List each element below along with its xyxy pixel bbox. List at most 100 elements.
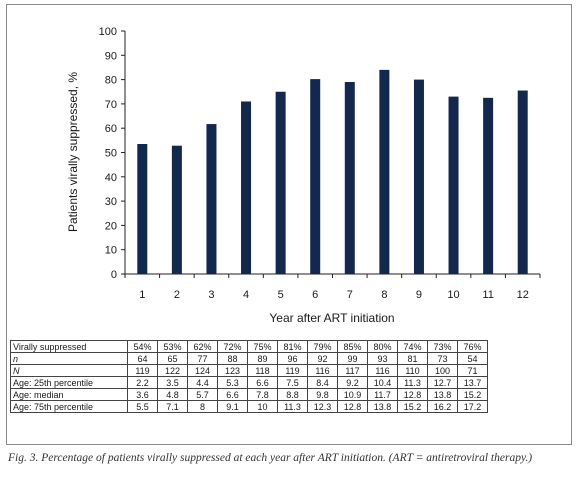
x-tick-label: 10 <box>447 289 459 301</box>
table-cell: 54 <box>457 352 488 365</box>
table-cell: 10 <box>247 400 278 413</box>
table-cell: 62% <box>187 340 218 353</box>
table-cell: 88 <box>217 352 248 365</box>
table-cell: 13.7 <box>457 376 488 389</box>
table-row: Virally suppressed 54% 53% 62% 72% 75% 81% 79% 8… <box>10 340 488 353</box>
table-cell: 118 <box>247 364 278 377</box>
table-cell: 73 <box>427 352 458 365</box>
table-cell: 12.8 <box>337 400 368 413</box>
table-cell: 117 <box>337 364 368 377</box>
bar-year-5 <box>275 91 286 274</box>
table-cell: 5.7 <box>187 388 218 401</box>
x-tick-label: 8 <box>381 289 387 301</box>
table-cell: 72% <box>217 340 248 353</box>
table-cell: 5.3 <box>217 376 248 389</box>
bar-year-10 <box>448 96 459 274</box>
table-cell: 85% <box>337 340 368 353</box>
x-tick-label: 5 <box>278 289 284 301</box>
x-axis: 1 2 3 4 5 6 7 8 9 10 11 12 <box>124 273 541 301</box>
table-cell: 7.1 <box>157 400 188 413</box>
table-cell: 119 <box>277 364 308 377</box>
table-cell: 100 <box>427 364 458 377</box>
row-label: Age: 25th percentile <box>10 376 128 389</box>
table-row: Age: 25th percentile 2.2 3.5 4.4 5.3 6.6 7.5 8.… <box>10 376 488 389</box>
table-cell: 9.8 <box>307 388 338 401</box>
table-cell: 8.4 <box>307 376 338 389</box>
table-cell: 15.2 <box>397 400 428 413</box>
table-cell: 16.2 <box>427 400 458 413</box>
x-tick-label: 1 <box>139 289 145 301</box>
table-cell: 81 <box>397 352 428 365</box>
x-tick-label: 9 <box>416 289 422 301</box>
table-cell: 7.8 <box>247 388 278 401</box>
table-cell: 81% <box>277 340 308 353</box>
table-cell: 74% <box>397 340 428 353</box>
y-tick-label: 0 <box>111 269 117 281</box>
table-cell: 71 <box>457 364 488 377</box>
y-tick-label: 100 <box>99 26 117 38</box>
bars <box>137 69 528 274</box>
table-cell: 54% <box>127 340 158 353</box>
table-cell: 93 <box>367 352 398 365</box>
table-cell: 53% <box>157 340 188 353</box>
y-axis-title: Patients virally suppressed, % <box>66 72 80 232</box>
x-tick-label: 2 <box>174 289 180 301</box>
y-tick-label: 60 <box>105 123 117 135</box>
table-cell: 12.8 <box>397 388 428 401</box>
x-tick-label: 11 <box>482 289 493 301</box>
table-cell: 3.6 <box>127 388 158 401</box>
table-cell: 124 <box>187 364 218 377</box>
row-label: Age: 75th percentile <box>10 400 128 413</box>
table-cell: 99 <box>337 352 368 365</box>
table-cell: 13.8 <box>367 400 398 413</box>
bar-year-4 <box>241 101 252 274</box>
x-tick-label: 7 <box>347 289 353 301</box>
table-cell: 64 <box>127 352 158 365</box>
table-cell: 6.6 <box>247 376 278 389</box>
row-label: N <box>10 364 128 377</box>
x-tick-label: 4 <box>243 289 249 301</box>
table-cell: 8 <box>187 400 218 413</box>
y-tick-label: 50 <box>105 148 117 160</box>
bar-year-6 <box>310 79 321 274</box>
data-table: Virally suppressed 54% 53% 62% 72% 75% 81% 79% 8… <box>10 340 488 413</box>
table-cell: 10.4 <box>367 376 398 389</box>
table-cell: 116 <box>307 364 338 377</box>
table-cell: 3.5 <box>157 376 188 389</box>
table-cell: 122 <box>157 364 188 377</box>
table-cell: 7.5 <box>277 376 308 389</box>
bar-year-8 <box>379 69 390 274</box>
y-tick-label: 70 <box>105 99 117 111</box>
y-tick-label: 20 <box>105 220 117 232</box>
table-cell: 12.3 <box>307 400 338 413</box>
bar-year-11 <box>483 97 494 274</box>
table-cell: 11.7 <box>367 388 398 401</box>
table-cell: 17.2 <box>457 400 488 413</box>
table-cell: 12.7 <box>427 376 458 389</box>
table-cell: 6.6 <box>217 388 248 401</box>
bar-year-1 <box>137 143 148 274</box>
table-cell: 9.2 <box>337 376 368 389</box>
table-cell: 11.3 <box>277 400 308 413</box>
table-cell: 11.3 <box>397 376 428 389</box>
table-row: N 119 122 124 123 118 119 116 117 116 110 100 71 <box>10 364 488 377</box>
table-row: Age: median 3.6 4.8 5.7 6.6 7.8 8.8 9.8 10.9 11.7… <box>10 388 488 401</box>
row-label: Age: median <box>10 388 128 401</box>
table-cell: 9.1 <box>217 400 248 413</box>
table-cell: 110 <box>397 364 428 377</box>
bar-year-9 <box>413 79 424 274</box>
row-label: n <box>10 352 128 365</box>
y-tick-label: 80 <box>105 75 117 87</box>
table-cell: 77 <box>187 352 218 365</box>
table-cell: 15.2 <box>457 388 488 401</box>
table-cell: 65 <box>157 352 188 365</box>
row-label: Virally suppressed <box>10 340 128 353</box>
x-tick-label: 6 <box>312 289 318 301</box>
y-tick-label: 40 <box>105 172 117 184</box>
y-axis: 0 10 20 30 40 50 60 70 80 90 100 <box>99 26 126 281</box>
table-cell: 123 <box>217 364 248 377</box>
table-row: n 64 65 77 88 89 96 92 99 93 81 73 54 <box>10 352 488 365</box>
table-cell: 80% <box>367 340 398 353</box>
bar-year-7 <box>344 82 355 274</box>
